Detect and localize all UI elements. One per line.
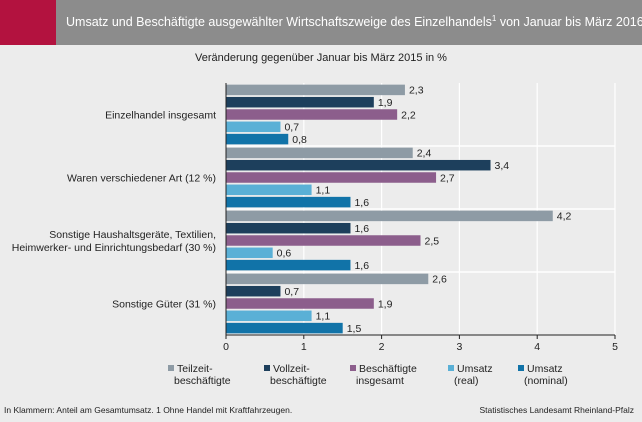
data-label: 1,6 [354, 197, 369, 209]
bar [226, 235, 421, 246]
bar [226, 109, 398, 120]
bar [226, 310, 312, 322]
legend-swatch [518, 365, 524, 371]
legend-label: Beschäftigte [359, 363, 417, 375]
bar [226, 172, 437, 183]
bar [226, 285, 281, 297]
bar [226, 196, 351, 208]
category-label: Sonstige Haushaltsgeräte, Textilien, [49, 229, 216, 241]
data-label: 0,7 [284, 286, 299, 298]
x-tick-label: 3 [456, 341, 462, 353]
bar [226, 84, 405, 96]
data-label: 1,9 [378, 97, 393, 109]
bar [226, 247, 273, 259]
bar [226, 322, 343, 334]
legend-swatch [168, 365, 174, 371]
legend-label: (real) [454, 375, 479, 387]
data-label: 4,2 [557, 211, 572, 223]
category-label: Waren verschiedener Art (12 %) [67, 173, 216, 185]
data-label: 0,6 [277, 248, 292, 260]
bar [226, 159, 491, 171]
data-label: 2,6 [432, 274, 447, 286]
x-tick-label: 1 [301, 341, 307, 353]
legend-label: Umsatz [457, 363, 493, 375]
data-label: 1,1 [316, 185, 331, 197]
x-tick-label: 5 [612, 341, 618, 353]
legend-label: insgesamt [356, 375, 404, 387]
data-label: 1,5 [347, 323, 362, 335]
legend-swatch [264, 365, 270, 371]
data-label: 2,4 [417, 148, 432, 160]
data-label: 0,7 [284, 122, 299, 134]
data-label: 1,6 [354, 223, 369, 235]
legend-label: (nominal) [524, 375, 568, 387]
source-credit: Statistisches Landesamt Rheinland-Pfalz [479, 405, 635, 415]
data-label: 2,5 [425, 235, 440, 247]
legend-label: Vollzeit- [273, 363, 310, 375]
legend-label: beschäftigte [270, 375, 327, 387]
legend-label: beschäftigte [174, 375, 231, 387]
x-tick-label: 2 [379, 341, 385, 353]
chart-title: Umsatz und Beschäftigte ausgewählter Wir… [66, 14, 642, 30]
bar [226, 259, 351, 271]
bar [226, 210, 553, 222]
bar [226, 273, 429, 285]
bar [226, 96, 374, 108]
bar [226, 121, 281, 133]
category-label: Einzelhandel insgesamt [105, 110, 216, 122]
header: Umsatz und Beschäftigte ausgewählter Wir… [0, 0, 642, 45]
data-label: 1,1 [316, 311, 331, 323]
legend-label: Teilzeit- [177, 363, 213, 375]
data-label: 3,4 [495, 160, 510, 172]
x-tick-label: 0 [223, 341, 229, 353]
category-label: Heimwerker- und Einrichtungsbedarf (30 %… [12, 242, 216, 254]
footnote: In Klammern: Anteil am Gesamtumsatz. 1 O… [4, 405, 293, 415]
category-label: Sonstige Güter (31 %) [112, 299, 216, 311]
data-label: 1,6 [354, 260, 369, 272]
header-accent [0, 0, 56, 45]
legend-label: Umsatz [527, 363, 563, 375]
data-label: 0,8 [292, 134, 307, 146]
chart-title-footnote-mark: 1 [491, 14, 497, 23]
data-label: 2,7 [440, 172, 455, 184]
legend-swatch [350, 365, 356, 371]
chart-title-period: von Januar bis März 2016 [496, 15, 642, 30]
x-tick-label: 4 [534, 341, 540, 353]
legend-swatch [448, 365, 454, 371]
bar [226, 147, 413, 159]
chart-subtitle: Veränderung gegenüber Januar bis März 20… [195, 52, 447, 64]
bar [226, 222, 351, 234]
data-label: 2,2 [401, 109, 416, 121]
bar [226, 298, 374, 309]
bar [226, 133, 289, 145]
bar [226, 184, 312, 196]
chart-title-text: Umsatz und Beschäftigte ausgewählter Wir… [66, 15, 492, 30]
data-label: 2,3 [409, 85, 424, 97]
data-label: 1,9 [378, 298, 393, 310]
header-bar [56, 0, 642, 45]
